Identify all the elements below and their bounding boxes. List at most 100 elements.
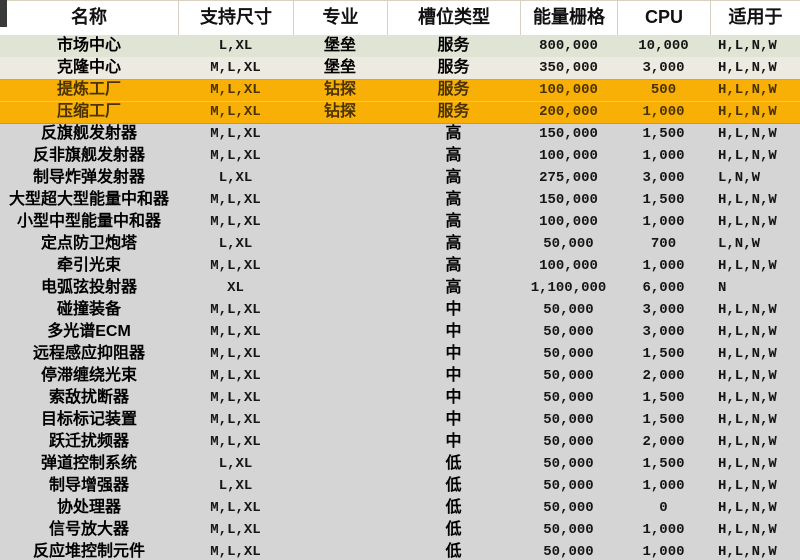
cell-name: 多光谱ECM [47, 323, 131, 340]
cell-name: 弹道控制系统 [40, 455, 137, 472]
table-row[interactable]: 停滞缠绕光束 M,L,XL 中 50,000 2,000 H,L,N,W [0, 365, 800, 387]
cell-slot: 高 [445, 191, 462, 208]
cell-powergrid: 50,000 [543, 434, 594, 450]
cell-powergrid: 100,000 [539, 258, 598, 274]
cell-specialty [293, 145, 387, 167]
cell-powergrid: 150,000 [539, 126, 598, 142]
cell-sizes: M,L,XL [210, 148, 261, 164]
cell-cpu: 1,000 [642, 544, 685, 560]
cell-applicable: H,L,N,W [718, 368, 777, 384]
cell-specialty [293, 255, 387, 277]
cell-powergrid: 100,000 [539, 82, 598, 98]
table-row[interactable]: 定点防卫炮塔 L,XL 高 50,000 700 L,N,W [0, 233, 800, 255]
cell-cpu: 3,000 [642, 170, 685, 186]
cell-specialty [293, 167, 387, 189]
cell-specialty [293, 189, 387, 211]
cell-specialty [293, 387, 387, 409]
table-row[interactable]: 反应堆控制元件 M,L,XL 低 50,000 1,000 H,L,N,W [0, 541, 800, 560]
cell-powergrid: 50,000 [543, 544, 594, 560]
cell-powergrid: 50,000 [543, 500, 594, 516]
column-header-cpu: CPU [617, 1, 710, 35]
cell-sizes: L,XL [218, 38, 253, 54]
cell-applicable: H,L,N,W [718, 60, 777, 76]
cell-sizes: M,L,XL [210, 82, 261, 98]
cell-name: 远程感应抑阻器 [32, 345, 145, 362]
table-row[interactable]: 克隆中心 M,L,XL 堡垒 服务 350,000 3,000 H,L,N,W [0, 57, 800, 79]
table-row[interactable]: 提炼工厂 M,L,XL 钻探 服务 100,000 500 H,L,N,W [0, 79, 800, 101]
cell-applicable: L,N,W [718, 170, 761, 186]
cell-applicable: H,L,N,W [718, 390, 777, 406]
cell-name: 电弧弦投射器 [40, 279, 137, 296]
table-row[interactable]: 反旗舰发射器 M,L,XL 高 150,000 1,500 H,L,N,W [0, 123, 800, 145]
cell-slot: 中 [445, 367, 462, 384]
cell-sizes: M,L,XL [210, 522, 261, 538]
cell-sizes: XL [227, 280, 244, 296]
table-row[interactable]: 大型超大型能量中和器 M,L,XL 高 150,000 1,500 H,L,N,W [0, 189, 800, 211]
cell-name: 压缩工厂 [56, 103, 121, 120]
cell-specialty: 堡垒 [323, 37, 356, 54]
table-row[interactable]: 压缩工厂 M,L,XL 钻探 服务 200,000 1,000 H,L,N,W [0, 101, 800, 123]
cell-name: 制导增强器 [48, 477, 129, 494]
table-row[interactable]: 碰撞装备 M,L,XL 中 50,000 3,000 H,L,N,W [0, 299, 800, 321]
cell-applicable: H,L,N,W [718, 544, 777, 560]
cell-applicable: L,N,W [718, 236, 761, 252]
cell-slot: 高 [445, 235, 462, 252]
cell-sizes: M,L,XL [210, 368, 261, 384]
table-row[interactable]: 跃迁扰频器 M,L,XL 中 50,000 2,000 H,L,N,W [0, 431, 800, 453]
cell-specialty [293, 123, 387, 145]
cell-powergrid: 50,000 [543, 390, 594, 406]
cell-sizes: M,L,XL [210, 60, 261, 76]
table-row[interactable]: 电弧弦投射器 XL 高 1,100,000 6,000 N [0, 277, 800, 299]
cell-specialty [293, 365, 387, 387]
cell-name: 牵引光束 [56, 257, 121, 274]
cell-powergrid: 200,000 [539, 104, 598, 120]
cell-applicable: H,L,N,W [718, 192, 777, 208]
cell-name: 反应堆控制元件 [32, 543, 145, 560]
cell-powergrid: 50,000 [543, 412, 594, 428]
table-row[interactable]: 制导炸弹发射器 L,XL 高 275,000 3,000 L,N,W [0, 167, 800, 189]
cell-name: 跃迁扰频器 [48, 433, 129, 450]
cell-cpu: 1,000 [642, 522, 685, 538]
table-row[interactable]: 协处理器 M,L,XL 低 50,000 0 H,L,N,W [0, 497, 800, 519]
cell-sizes: M,L,XL [210, 434, 261, 450]
table-row[interactable]: 制导增强器 L,XL 低 50,000 1,000 H,L,N,W [0, 475, 800, 497]
column-header-applicable: 适用于 [710, 1, 800, 35]
cell-cpu: 1,500 [642, 192, 685, 208]
table-row[interactable]: 信号放大器 M,L,XL 低 50,000 1,000 H,L,N,W [0, 519, 800, 541]
cell-powergrid: 50,000 [543, 478, 594, 494]
cell-sizes: M,L,XL [210, 324, 261, 340]
cell-slot: 高 [445, 147, 462, 164]
column-header-specialty: 专业 [293, 1, 387, 35]
cell-sizes: M,L,XL [210, 544, 261, 560]
cell-applicable: H,L,N,W [718, 456, 777, 472]
cell-cpu: 6,000 [642, 280, 685, 296]
cell-sizes: M,L,XL [210, 500, 261, 516]
cell-name: 反旗舰发射器 [40, 125, 137, 142]
table-row[interactable]: 多光谱ECM M,L,XL 中 50,000 3,000 H,L,N,W [0, 321, 800, 343]
cell-specialty: 堡垒 [323, 59, 356, 76]
cell-name: 碰撞装备 [56, 301, 121, 318]
cell-cpu: 1,500 [642, 390, 685, 406]
cell-specialty [293, 497, 387, 519]
cell-sizes: M,L,XL [210, 214, 261, 230]
cell-slot: 中 [445, 389, 462, 406]
table-row[interactable]: 目标标记装置 M,L,XL 中 50,000 1,500 H,L,N,W [0, 409, 800, 431]
table-row[interactable]: 索敌扰断器 M,L,XL 中 50,000 1,500 H,L,N,W [0, 387, 800, 409]
cell-sizes: M,L,XL [210, 412, 261, 428]
table-header-row: 名称 支持尺寸 专业 槽位类型 能量栅格 CPU 适用于 [0, 0, 800, 35]
table-row[interactable]: 小型中型能量中和器 M,L,XL 高 100,000 1,000 H,L,N,W [0, 211, 800, 233]
cell-slot: 低 [445, 455, 462, 472]
cell-name: 目标标记装置 [40, 411, 137, 428]
table-row[interactable]: 反非旗舰发射器 M,L,XL 高 100,000 1,000 H,L,N,W [0, 145, 800, 167]
cell-slot: 中 [445, 345, 462, 362]
cell-cpu: 2,000 [642, 368, 685, 384]
cell-specialty [293, 233, 387, 255]
table-row[interactable]: 远程感应抑阻器 M,L,XL 中 50,000 1,500 H,L,N,W [0, 343, 800, 365]
cell-sizes: M,L,XL [210, 390, 261, 406]
table-row[interactable]: 市场中心 L,XL 堡垒 服务 800,000 10,000 H,L,N,W [0, 35, 800, 57]
cell-sizes: M,L,XL [210, 126, 261, 142]
cell-slot: 高 [445, 169, 462, 186]
table-row[interactable]: 牵引光束 M,L,XL 高 100,000 1,000 H,L,N,W [0, 255, 800, 277]
table-row[interactable]: 弹道控制系统 L,XL 低 50,000 1,500 H,L,N,W [0, 453, 800, 475]
